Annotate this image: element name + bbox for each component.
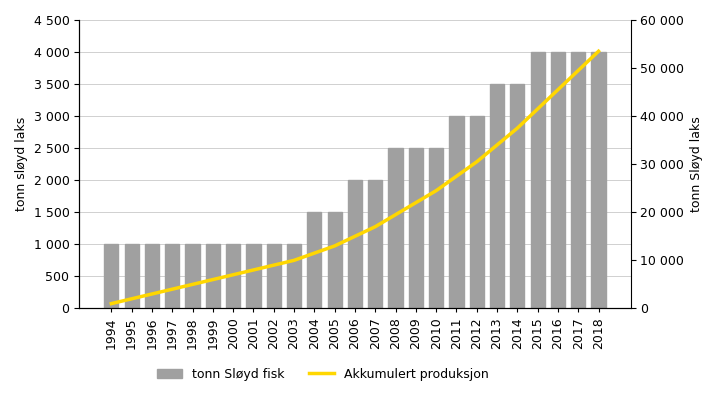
Y-axis label: tonn sløyd laks: tonn sløyd laks [15, 117, 28, 211]
Bar [510, 84, 524, 308]
Bar [246, 244, 261, 308]
Akkumulert produksjon [249, 268, 258, 272]
Bar [104, 244, 118, 308]
Akkumulert produksjon [107, 301, 116, 306]
Akkumulert produksjon [269, 263, 278, 268]
Bar [124, 244, 139, 308]
Bar [327, 212, 342, 308]
Akkumulert produksjon [513, 126, 522, 131]
Akkumulert produksjon [533, 107, 542, 111]
Akkumulert produksjon [350, 234, 359, 239]
Bar [531, 52, 545, 308]
Bar [307, 212, 322, 308]
Bar [449, 116, 464, 308]
Akkumulert produksjon [574, 68, 582, 73]
Akkumulert produksjon [208, 277, 217, 282]
Akkumulert produksjon [554, 88, 562, 92]
Bar [226, 244, 241, 308]
Akkumulert produksjon [371, 224, 380, 229]
Bar [571, 52, 585, 308]
Bar [206, 244, 220, 308]
Akkumulert produksjon [310, 251, 319, 255]
Y-axis label: tonn Sløyd laks: tonn Sløyd laks [690, 116, 703, 212]
Akkumulert produksjon [188, 282, 197, 287]
Bar [490, 84, 504, 308]
Bar [470, 116, 484, 308]
Akkumulert produksjon [411, 200, 420, 205]
Bar [388, 148, 403, 308]
Bar [409, 148, 423, 308]
Bar [165, 244, 180, 308]
Bar [348, 180, 362, 308]
Line: Akkumulert produksjon: Akkumulert produksjon [111, 51, 599, 304]
Akkumulert produksjon [452, 174, 461, 179]
Bar [185, 244, 200, 308]
Bar [145, 244, 159, 308]
Akkumulert produksjon [148, 291, 157, 296]
Akkumulert produksjon [229, 272, 238, 277]
Bar [266, 244, 281, 308]
Bar [368, 180, 383, 308]
Akkumulert produksjon [493, 143, 501, 147]
Akkumulert produksjon [472, 160, 481, 164]
Bar [551, 52, 565, 308]
Akkumulert produksjon [432, 188, 440, 193]
Akkumulert produksjon [290, 258, 299, 263]
Akkumulert produksjon [127, 297, 136, 301]
Bar [287, 244, 301, 308]
Akkumulert produksjon [595, 49, 603, 53]
Bar [592, 52, 606, 308]
Akkumulert produksjon [391, 212, 400, 217]
Akkumulert produksjon [330, 244, 339, 248]
Akkumulert produksjon [168, 287, 177, 291]
Bar [429, 148, 443, 308]
Legend: tonn Sløyd fisk, Akkumulert produksjon: tonn Sløyd fisk, Akkumulert produksjon [152, 363, 494, 386]
